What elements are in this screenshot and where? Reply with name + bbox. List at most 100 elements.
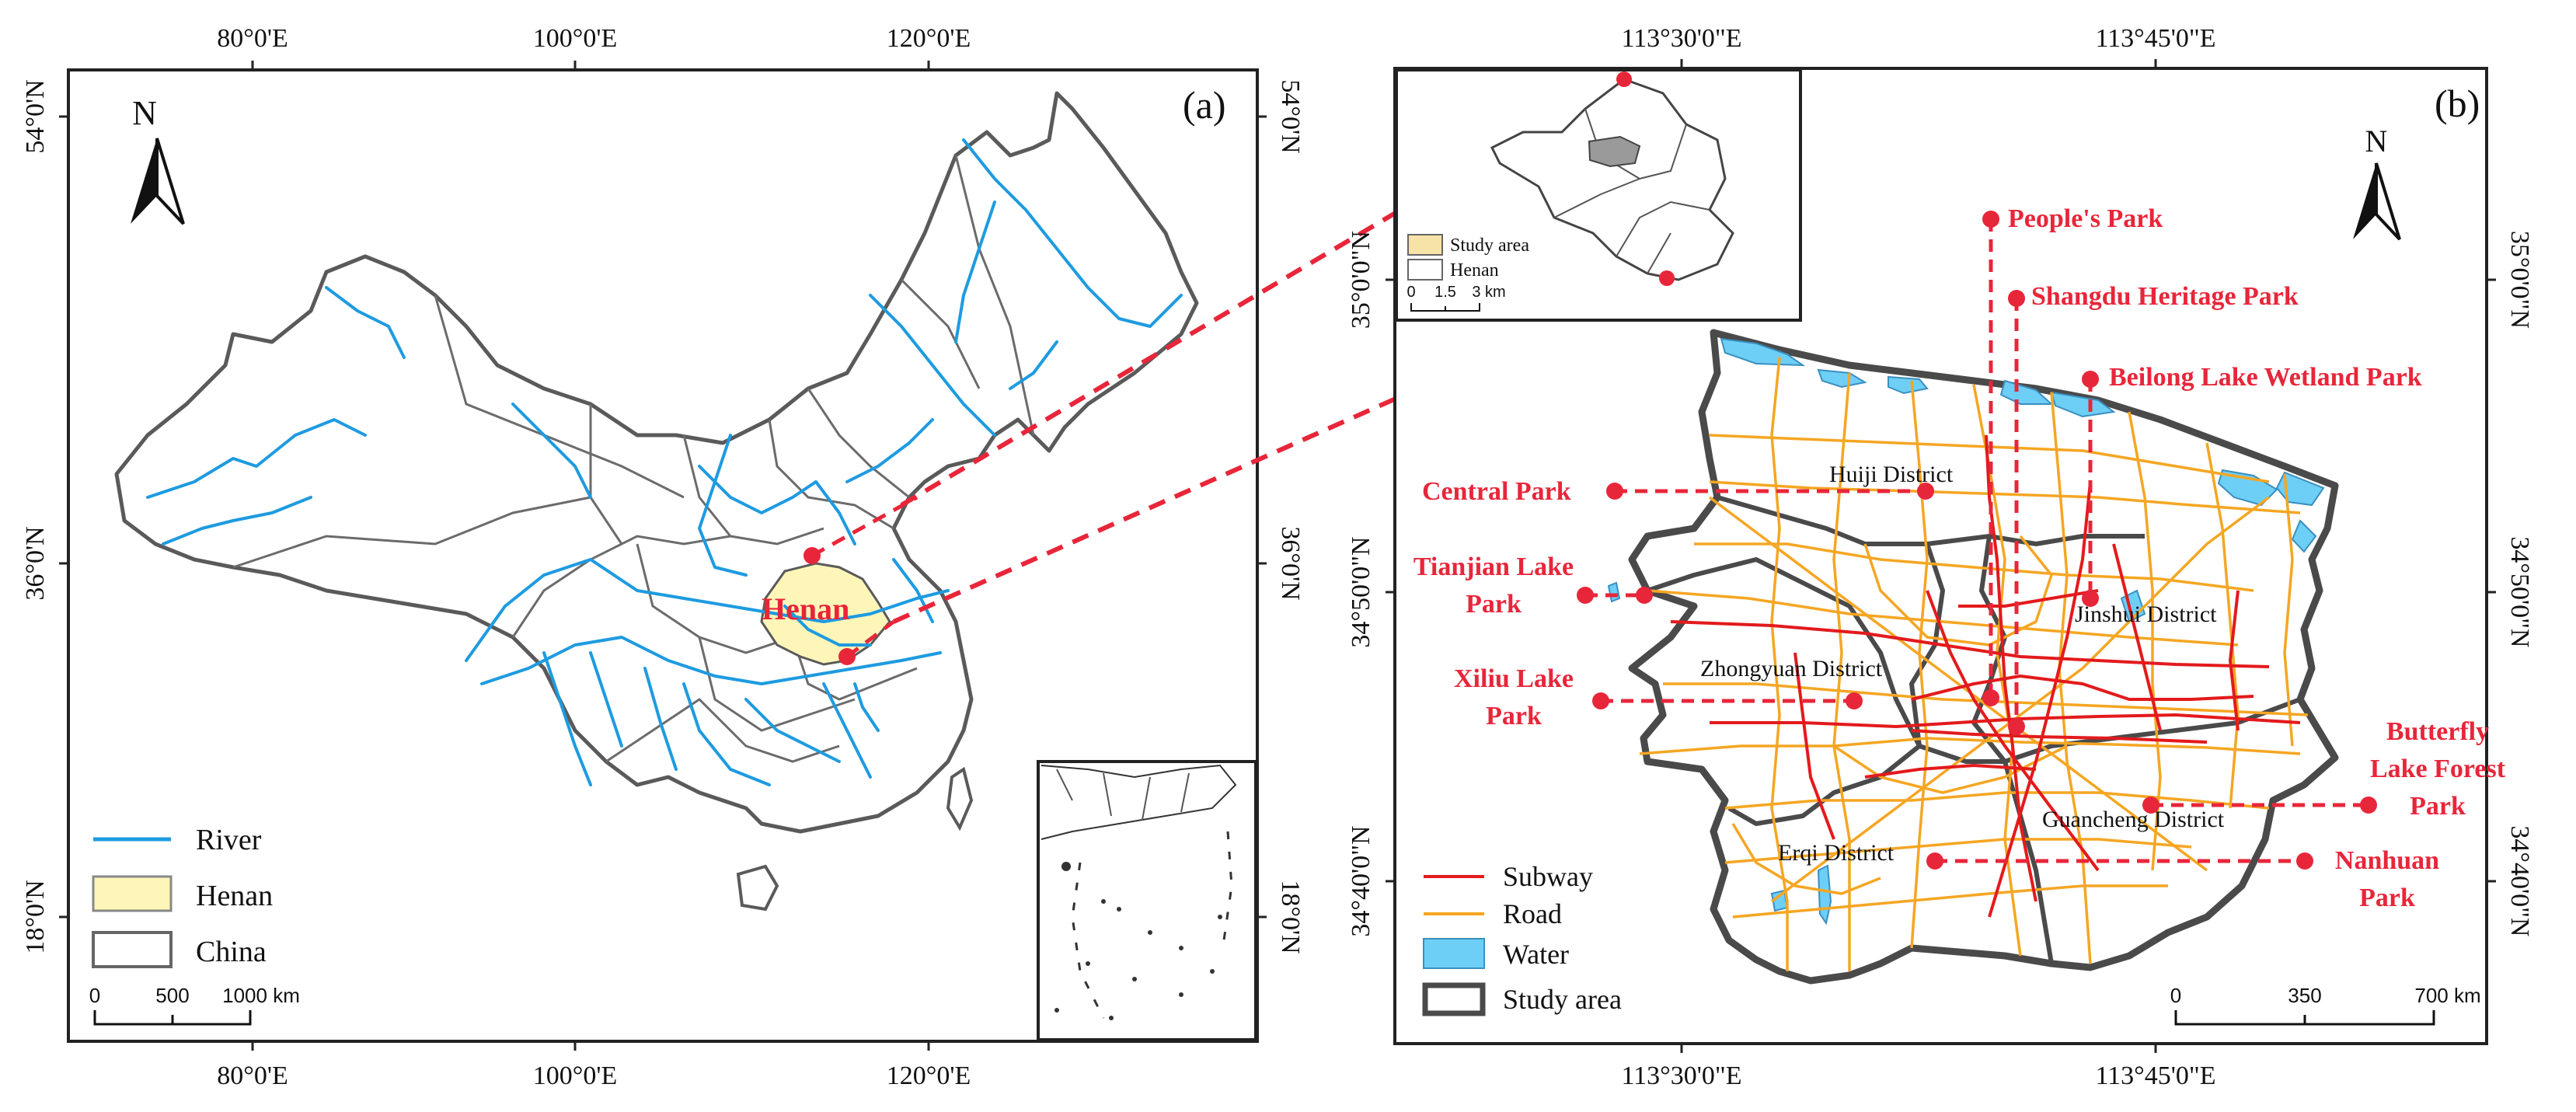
legend-study-area-symbol <box>1422 982 1486 1016</box>
rivers <box>146 138 1183 786</box>
park-label-nanhuan-2: Park <box>2359 884 2415 912</box>
a-left-tick-3: 18°0'N <box>21 880 50 953</box>
henan-locator-inset: Study area Henan 0 1.5 3 km <box>1395 68 1802 322</box>
park-marker-peoples <box>1982 211 1999 228</box>
henan-province <box>760 562 891 666</box>
park-marker-shangdu-site <box>2008 718 2025 735</box>
panel-a-north-letter: N <box>132 94 157 132</box>
park-label-butterfly-3: Park <box>2410 792 2466 821</box>
b-scale-label-350: 350 <box>2288 984 2321 1007</box>
china-outline <box>114 91 1199 834</box>
legend-china-symbol <box>92 931 173 968</box>
panel-a-ticks <box>59 61 1267 1051</box>
park-label-peoples: People's Park <box>2008 204 2163 233</box>
a-left-tick-1: 54°0'N <box>21 79 50 153</box>
legend-china-label: China <box>196 936 267 968</box>
henan-locator-study-area <box>1588 135 1641 168</box>
inset-legend-henan-label: Henan <box>1450 260 1499 281</box>
henan-locator-outline <box>1490 78 1734 281</box>
district-labels: Huiji District Jinshui District Zhongyua… <box>1700 462 2225 866</box>
inset-scale-0: 0 <box>1407 284 1415 301</box>
scale-label-1000: 1000 km <box>222 984 300 1007</box>
panel-b-ticks <box>1386 59 2496 1053</box>
panel-b-label: (b) <box>2435 82 2480 125</box>
henan-locator-prefectures <box>1553 108 1710 274</box>
a-right-tick-2: 36°0'N <box>1276 526 1305 600</box>
henan-point-link-south <box>845 620 895 658</box>
park-marker-central <box>1606 483 1623 500</box>
study-area-boundary <box>1628 329 2339 985</box>
south-china-sea-inset-frame <box>1037 760 1257 1041</box>
panel-a: Henan (a) N River <box>21 24 1305 1090</box>
b-right-tick-3: 34°40'0"N <box>2505 825 2534 936</box>
panel-a-scale-bar: 0 500 1000 km <box>89 984 300 1026</box>
panel-b-north-arrow: N <box>2353 124 2401 241</box>
a-top-tick-1: 80°0'E <box>217 24 288 53</box>
taiwan-island <box>946 766 974 831</box>
park-marker-butterfly-site <box>2142 797 2159 814</box>
district-huiji: Huiji District <box>1829 462 1954 487</box>
b-scale-label-0: 0 <box>2170 984 2181 1007</box>
scale-label-500: 500 <box>155 984 189 1007</box>
park-marker-peoples-site <box>1982 689 1999 706</box>
b-right-tick-2: 34°50'0"N <box>2505 536 2534 647</box>
district-zhongyuan: Zhongyuan District <box>1700 656 1883 681</box>
a-top-tick-3: 120°0'E <box>887 24 971 53</box>
legend-road-label: Road <box>1503 898 1562 929</box>
a-left-tick-2: 36°0'N <box>21 526 50 600</box>
panel-b-scale-bar: 0 350 700 km <box>2170 984 2481 1026</box>
b-right-tick-1: 35°0'0"N <box>2505 231 2534 329</box>
panel-a-north-arrow: N <box>131 94 185 225</box>
panel-b-tick-labels: 113°30'0"E 113°45'0"E 113°30'0"E 113°45'… <box>1347 24 2534 1090</box>
park-label-beilong: Beilong Lake Wetland Park <box>2109 363 2422 392</box>
inset-scale-2: 3 km <box>1472 284 1505 301</box>
park-label-tianjian-2: Park <box>1466 590 1522 619</box>
inset-islands <box>1054 862 1222 1020</box>
park-label-tianjian-1: Tianjian Lake <box>1413 553 1574 581</box>
b-scale-bar-line <box>2174 1010 2435 1026</box>
park-leader-lines <box>1585 219 2369 863</box>
park-labels: People's Park Shangdu Heritage Park Beil… <box>1413 204 2506 912</box>
park-marker-beilong-site <box>2082 590 2099 607</box>
henan-label: Henan <box>762 591 849 626</box>
locator-point-bottom <box>1659 270 1675 286</box>
park-marker-beilong <box>2082 371 2099 388</box>
a-top-tick-2: 100°0'E <box>533 24 618 53</box>
legend-study-area-label: Study area <box>1503 984 1622 1015</box>
hainan-island <box>736 864 779 912</box>
park-marker-xiliu-site <box>1846 692 1863 709</box>
park-label-central: Central Park <box>1422 477 1571 506</box>
district-erqi: Erqi District <box>1778 840 1895 866</box>
scale-bar-line <box>93 1010 252 1026</box>
district-jinshui: Jinshui District <box>2075 601 2217 627</box>
park-markers <box>1577 211 2377 870</box>
inset-scale-bar <box>1410 303 1480 312</box>
panel-b: Study area Henan 0 1.5 3 km (b) N <box>1347 24 2534 1090</box>
district-guancheng: Guancheng District <box>2042 807 2225 832</box>
a-bottom-tick-3: 120°0'E <box>887 1061 971 1090</box>
park-marker-tianjian <box>1577 587 1594 604</box>
b-left-tick-2: 34°50'0"N <box>1347 536 1375 647</box>
b-top-tick-2: 113°45'0"E <box>2095 24 2215 53</box>
park-label-shangdu: Shangdu Heritage Park <box>2031 282 2299 311</box>
park-marker-central-site <box>1917 483 1934 500</box>
park-label-xiliu-1: Xiliu Lake <box>1454 664 1574 693</box>
scale-label-0: 0 <box>89 984 100 1007</box>
b-left-tick-1: 35°0'0"N <box>1347 231 1375 329</box>
legend-water-symbol <box>1423 938 1485 969</box>
panel-b-north-letter: N <box>2365 124 2388 159</box>
park-marker-xiliu <box>1592 692 1609 709</box>
legend-river-label: River <box>196 824 262 856</box>
inset-province-lines <box>1056 769 1190 821</box>
legend-henan-label: Henan <box>196 880 273 912</box>
inset-coastline <box>1041 764 1237 840</box>
north-arrow-half-icon <box>2375 162 2401 241</box>
legend-henan-symbol <box>92 875 173 912</box>
a-right-tick-3: 18°0'N <box>1276 880 1305 953</box>
north-arrow-icon <box>2353 163 2376 239</box>
inset-legend-henan-symbol <box>1407 259 1443 281</box>
legend-subway-label: Subway <box>1503 861 1593 892</box>
henan-point-link-north <box>810 495 919 558</box>
park-marker-tianjian-site <box>1636 587 1653 604</box>
